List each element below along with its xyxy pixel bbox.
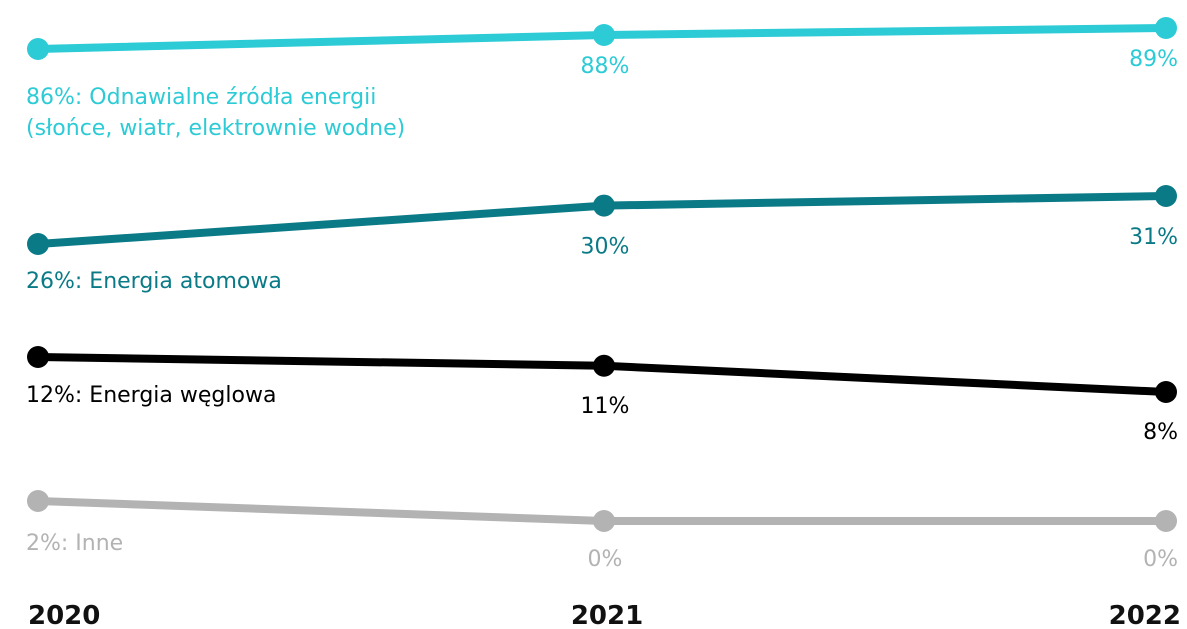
series-2-point-2022 [1155, 185, 1177, 207]
series-3-point-2021 [593, 354, 615, 377]
x-tick-label-2021: 2021 [571, 601, 643, 629]
series-4-point-2022 [1155, 510, 1177, 532]
series-2-point-2021 [593, 194, 615, 217]
series-4-legend-label: 2%: Inne [26, 531, 123, 556]
x-tick-label-2020: 2020 [28, 601, 100, 629]
series-1-point-2020 [27, 38, 49, 60]
series-3: 11% 8% 12%: Energia węglowa [26, 346, 1178, 445]
series-2-value-label-2021: 30% [581, 235, 630, 260]
series-1: 88% 89% 86%: Odnawialne źródła energii (sło… [26, 17, 1178, 141]
series-3-value-label-2022: 8% [1143, 420, 1178, 445]
series-4-value-label-2021: 0% [588, 547, 623, 572]
series-4-point-2020 [27, 490, 49, 512]
series-1-legend-label: 86%: Odnawialne źródła energii [26, 85, 376, 110]
series-4: 0% 0% 2%: Inne [26, 490, 1178, 572]
series-2-point-2020 [27, 233, 49, 255]
series-3-legend-label: 12%: Energia węglowa [26, 383, 276, 408]
series-1-point-2021 [593, 24, 615, 46]
series-4-value-label-2022: 0% [1143, 547, 1178, 572]
x-tick-label-2022: 2022 [1109, 601, 1181, 629]
series-4-point-2021 [593, 510, 615, 532]
series-3-value-label-2021: 11% [581, 394, 630, 419]
series-1-legend-label: (słońce, wiatr, elektrownie wodne) [26, 116, 405, 141]
series-2-legend-label: 26%: Energia atomowa [26, 269, 282, 294]
series-1-value-label-2022: 89% [1129, 47, 1178, 72]
series-2-value-label-2022: 31% [1129, 225, 1178, 250]
series-1-point-2022 [1155, 17, 1177, 39]
series-2: 30% 31% 26%: Energia atomowa [26, 185, 1178, 294]
series-1-value-label-2021: 88% [581, 54, 630, 79]
series-3-point-2020 [27, 346, 49, 368]
series-3-point-2022 [1155, 381, 1177, 403]
